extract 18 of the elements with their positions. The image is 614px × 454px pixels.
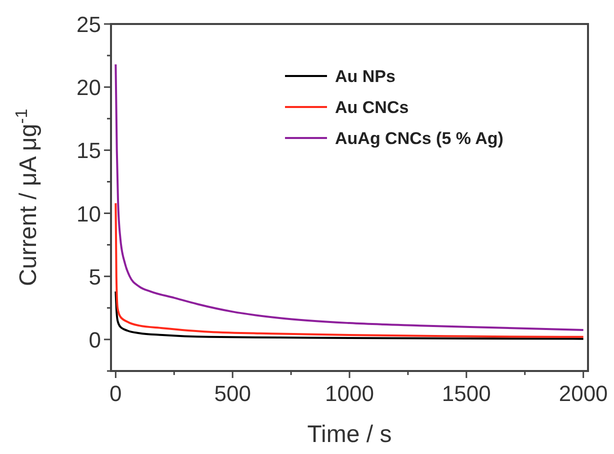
legend-label: Au CNCs <box>335 98 409 117</box>
line-series <box>114 63 584 331</box>
legend-label: AuAg CNCs (5 % Ag) <box>335 129 504 148</box>
line-series <box>114 202 584 338</box>
y-tick-label: 10 <box>76 201 101 226</box>
x-tick-label: 1000 <box>325 381 374 406</box>
x-tick-label: 0 <box>110 381 122 406</box>
y-tick-label: 5 <box>88 264 101 290</box>
x-tick-label: 2000 <box>558 381 608 406</box>
y-tick-label: 20 <box>76 75 101 100</box>
legend-label: Au NPs <box>335 67 396 86</box>
x-axis-title: Time / s <box>307 421 392 448</box>
y-tick-label: 25 <box>76 12 101 37</box>
y-tick-label: 15 <box>76 138 101 164</box>
x-tick-label: 500 <box>214 381 251 406</box>
line-series <box>114 290 584 340</box>
x-tick-label: 1500 <box>442 381 491 406</box>
y-tick-label: 0 <box>88 327 101 352</box>
